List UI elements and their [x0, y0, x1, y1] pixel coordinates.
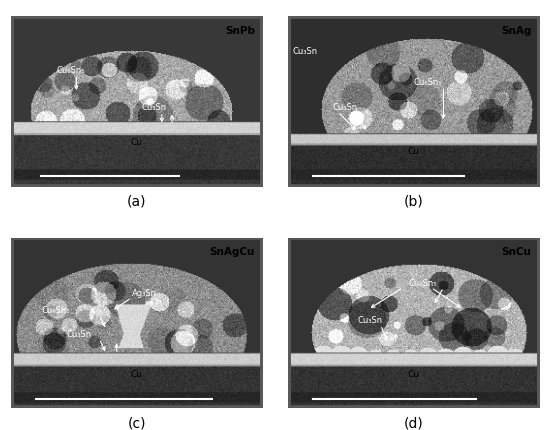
Text: Cu₃Sn: Cu₃Sn — [358, 316, 383, 325]
Text: Cu₃Sn: Cu₃Sn — [142, 103, 167, 112]
Text: Cu: Cu — [408, 369, 419, 378]
Text: SnPb: SnPb — [225, 26, 255, 36]
Text: Cu₃Sn: Cu₃Sn — [293, 47, 318, 56]
Text: (a): (a) — [127, 194, 146, 208]
Text: (b): (b) — [403, 194, 423, 208]
Text: Ag₃Sn: Ag₃Sn — [131, 289, 157, 297]
Text: Cu: Cu — [131, 369, 142, 378]
Text: Cu₆Sn₅: Cu₆Sn₅ — [56, 65, 85, 74]
Text: Cu₆Sn₅: Cu₆Sn₅ — [408, 278, 437, 287]
Text: (c): (c) — [128, 415, 146, 429]
Text: Cu₆Sn₅: Cu₆Sn₅ — [41, 305, 70, 314]
Text: SnAgCu: SnAgCu — [210, 247, 255, 257]
Text: (d): (d) — [403, 415, 423, 429]
Text: SnAg: SnAg — [501, 26, 531, 36]
Text: Cu: Cu — [131, 138, 142, 147]
Text: Cu₃Sn: Cu₃Sn — [67, 329, 91, 338]
Text: Cu₃Sn: Cu₃Sn — [333, 103, 358, 112]
Text: Cu₆Sn₅: Cu₆Sn₅ — [413, 77, 442, 86]
Text: Cu: Cu — [408, 147, 419, 156]
Text: SnCu: SnCu — [502, 247, 531, 257]
